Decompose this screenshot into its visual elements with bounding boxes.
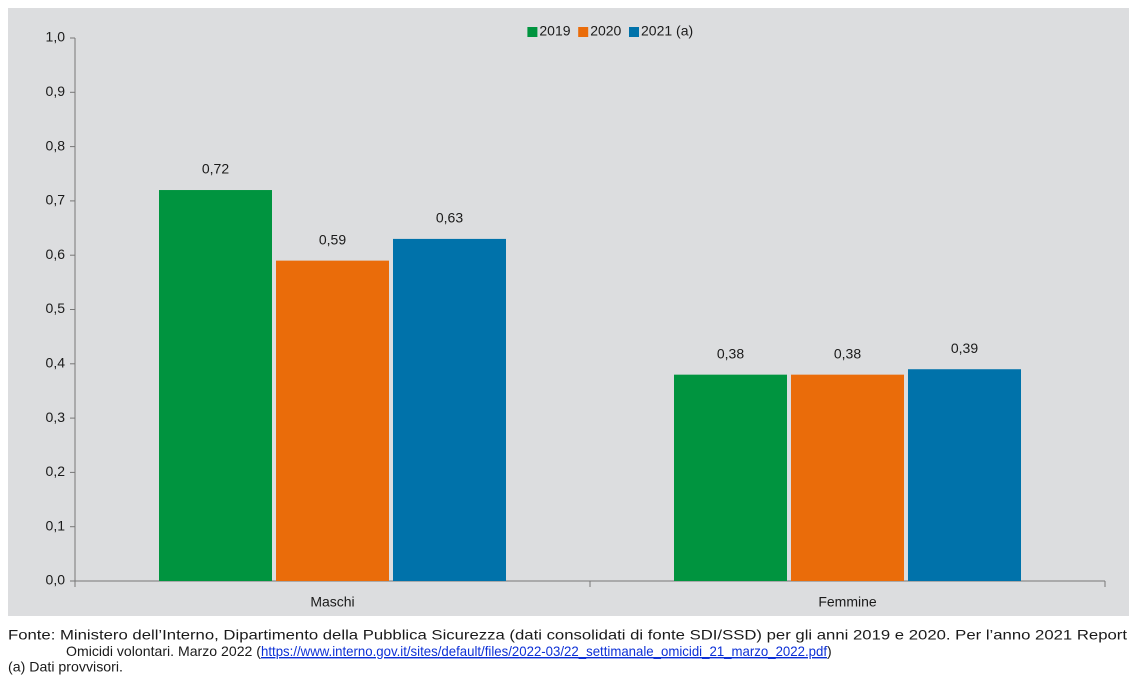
source-text: Fonte: Ministero dell’Interno, Dipartime… <box>8 627 1127 643</box>
y-tick-label: 0,3 <box>46 409 66 425</box>
legend-label: 2020 <box>590 23 621 39</box>
y-tick-label: 0,4 <box>46 355 66 371</box>
y-tick-label: 1,0 <box>46 29 66 45</box>
value-label: 0,59 <box>319 231 346 247</box>
y-tick-label: 0,2 <box>46 463 66 479</box>
source-text: ) <box>827 643 832 659</box>
value-label: 0,72 <box>202 161 229 177</box>
y-tick-label: 0,9 <box>46 83 66 99</box>
legend-swatch <box>527 27 538 37</box>
bar <box>674 374 787 581</box>
y-tick-label: 0,0 <box>46 572 66 588</box>
bar <box>791 374 904 581</box>
value-label: 0,39 <box>951 340 978 356</box>
value-label: 0,38 <box>834 345 861 361</box>
x-tick-label: Femmine <box>818 594 877 610</box>
y-tick-label: 0,5 <box>46 300 66 316</box>
legend-swatch <box>629 27 639 37</box>
footnote: (a) Dati provvisori. <box>8 659 123 675</box>
bar <box>393 238 506 581</box>
value-label: 0,38 <box>717 345 744 361</box>
source-text: Omicidi volontari. Marzo 2022 ( <box>66 643 261 659</box>
y-tick-label: 0,8 <box>46 137 66 153</box>
source-link[interactable]: https://www.interno.gov.it/sites/default… <box>261 643 827 659</box>
x-tick-label: Maschi <box>310 594 354 610</box>
legend-label: 2019 <box>539 23 570 39</box>
source-text: Omicidi volontari. Marzo 2022 (https://w… <box>66 643 832 659</box>
bar <box>908 369 1021 581</box>
value-label: 0,63 <box>436 210 463 226</box>
bar <box>159 190 272 582</box>
bar <box>276 260 389 581</box>
legend-label: 2021 (a) <box>641 23 693 39</box>
legend-swatch <box>578 27 589 37</box>
y-tick-label: 0,1 <box>46 517 66 533</box>
y-tick-label: 0,6 <box>46 246 66 262</box>
y-tick-label: 0,7 <box>46 192 66 208</box>
